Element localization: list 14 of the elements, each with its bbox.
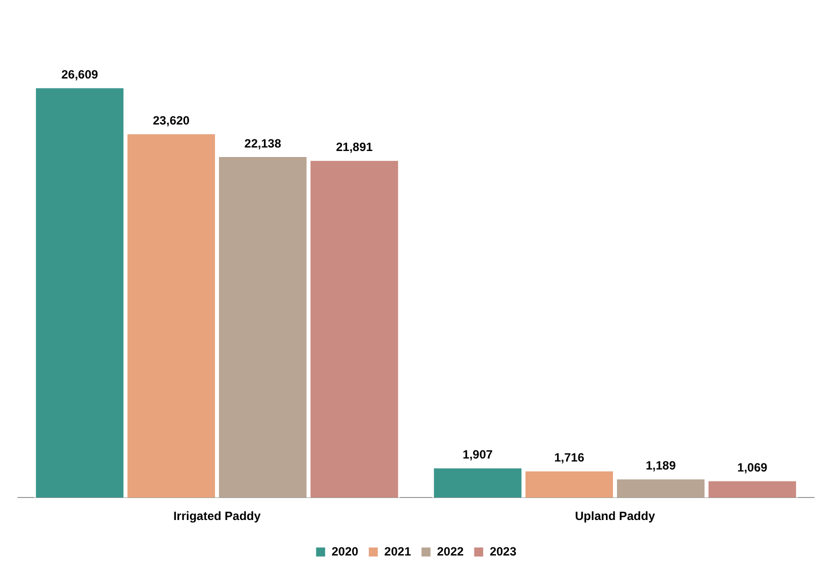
legend-label: 2021 — [384, 544, 412, 558]
data-label: 1,907 — [462, 448, 494, 462]
data-label: 1,189 — [646, 458, 676, 473]
data-label: 21,891 — [336, 140, 373, 154]
x-tick-label: Upland Paddy — [574, 509, 656, 524]
data-label: 26,609 — [61, 67, 98, 82]
data-label: 22,138 — [244, 136, 282, 150]
data-label: 1,716 — [554, 450, 585, 465]
data-label: 23,620 — [152, 113, 190, 128]
data-label: 1,069 — [737, 460, 768, 474]
legend-label: 2020 — [332, 544, 359, 558]
legend-label: 2022 — [437, 544, 464, 558]
legend-label: 2023 — [490, 544, 517, 558]
x-tick-label: Irrigated Paddy — [173, 509, 262, 524]
